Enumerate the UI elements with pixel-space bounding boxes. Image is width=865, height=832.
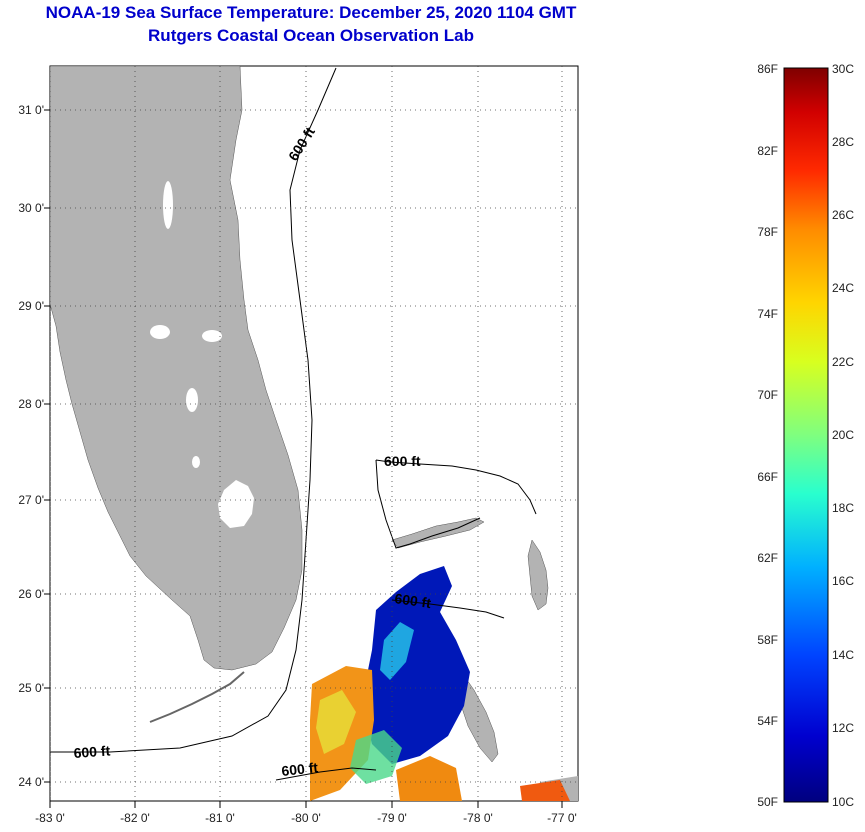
- colorbar-f-label: 62F: [757, 551, 778, 565]
- colorbar-c-label: 28C: [832, 135, 854, 149]
- colorbar-c-label: 18C: [832, 501, 854, 515]
- isobath-600ft-bahamas: [375, 459, 537, 549]
- bahamas-abaco: [527, 539, 549, 611]
- colorbar-c-label: 26C: [832, 208, 854, 222]
- sst-patch-blue: [364, 566, 470, 764]
- colorbar-bar: [783, 67, 829, 803]
- lon-tick-label: -83 0': [35, 811, 65, 825]
- contour-label: 600 ft: [73, 742, 111, 761]
- lat-tick-label: 31 0': [18, 103, 44, 117]
- isobath-600ft-east-florida: [50, 67, 337, 753]
- colorbar-f-label: 82F: [757, 144, 778, 158]
- lat-tick-label: 26 0': [18, 587, 44, 601]
- map-subtitle: Rutgers Coastal Ocean Observation Lab: [148, 26, 474, 45]
- graticule: [50, 66, 578, 801]
- lat-tick-label: 30 0': [18, 201, 44, 215]
- lake: [192, 456, 200, 468]
- contour-label: 600 ft: [281, 759, 319, 779]
- colorbar: 86F 82F 78F 74F 70F 66F 62F 58F 54F 50F …: [757, 62, 854, 809]
- map-axes: -83 0' -82 0' -81 0' -80 0' -79 0' -78 0…: [18, 103, 576, 825]
- lat-tick-label: 28 0': [18, 397, 44, 411]
- lon-tick-label: -80 0': [291, 811, 321, 825]
- colorbar-f-label: 58F: [757, 633, 778, 647]
- lon-tick-label: -82 0': [120, 811, 150, 825]
- colorbar-c-label: 12C: [832, 721, 854, 735]
- lon-tick-label: -78 0': [463, 811, 493, 825]
- colorbar-f-label: 70F: [757, 388, 778, 402]
- colorbar-f-label: 86F: [757, 62, 778, 76]
- sst-data-layer: [310, 566, 570, 801]
- lat-tick-label: 25 0': [18, 681, 44, 695]
- colorbar-f-label: 66F: [757, 470, 778, 484]
- colorbar-f-label: 54F: [757, 714, 778, 728]
- colorbar-c-label: 30C: [832, 62, 854, 76]
- lake: [186, 388, 198, 412]
- sst-patch-orange-south: [396, 756, 462, 801]
- isobath-600ft-providence: [391, 599, 505, 619]
- map-title: NOAA-19 Sea Surface Temperature: Decembe…: [45, 3, 577, 22]
- sst-patch-cyan: [380, 622, 414, 680]
- contour-label: 600 ft: [384, 453, 421, 469]
- isobath-600ft-south: [275, 767, 377, 781]
- colorbar-c-label: 10C: [832, 795, 854, 809]
- bahamas-grand-bahama: [391, 517, 485, 549]
- florida-keys: [149, 671, 245, 723]
- lake-okeechobee: [218, 480, 254, 528]
- lon-tick-label: -79 0': [377, 811, 407, 825]
- lon-tick-label: -81 0': [205, 811, 235, 825]
- colorbar-f-label: 78F: [757, 225, 778, 239]
- lake: [163, 181, 173, 229]
- sst-patch-red-south: [520, 780, 570, 801]
- colorbar-c-label: 24C: [832, 281, 854, 295]
- lat-tick-label: 27 0': [18, 493, 44, 507]
- lat-tick-label: 24 0': [18, 775, 44, 789]
- colorbar-f-label: 50F: [757, 795, 778, 809]
- lat-tick-label: 29 0': [18, 299, 44, 313]
- lake: [202, 330, 222, 342]
- colorbar-c-label: 22C: [832, 355, 854, 369]
- colorbar-c-label: 20C: [832, 428, 854, 442]
- lake: [150, 325, 170, 339]
- sst-patch-green: [350, 730, 402, 784]
- colorbar-c-label: 16C: [832, 574, 854, 588]
- colorbar-f-label: 74F: [757, 307, 778, 321]
- contour-label: 600 ft: [394, 590, 433, 611]
- lon-tick-label: -77 0': [547, 811, 577, 825]
- sst-patch-yellow: [316, 690, 356, 754]
- colorbar-c-label: 14C: [832, 648, 854, 662]
